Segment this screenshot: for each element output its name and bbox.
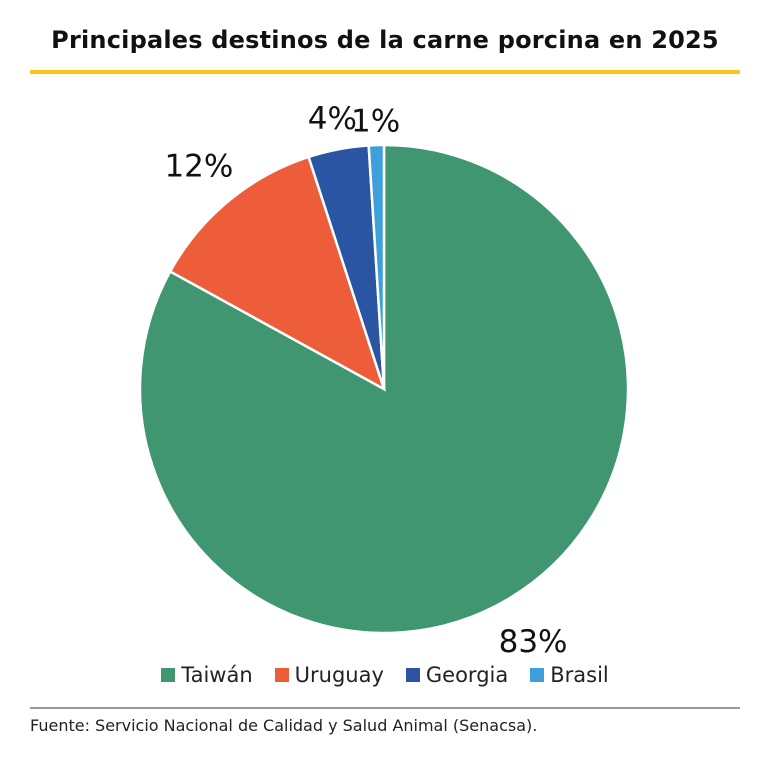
- legend-swatch: [530, 668, 545, 682]
- title-underline: [30, 70, 740, 74]
- legend-label: Brasil: [550, 663, 609, 687]
- legend-label: Georgia: [425, 663, 509, 687]
- data-label: 12%: [164, 148, 233, 184]
- data-label: 1%: [351, 104, 400, 140]
- legend-item: Uruguay: [274, 663, 384, 687]
- data-label: 4%: [308, 101, 357, 137]
- legend-swatch: [274, 668, 289, 682]
- legend-swatch: [161, 668, 176, 682]
- legend-swatch: [405, 668, 420, 682]
- legend-item: Georgia: [405, 663, 509, 687]
- pie-slice-uruguay: [168, 155, 387, 392]
- legend-item: Taiwán: [161, 663, 253, 687]
- pie-chart: 83% 12% 4%1%: [138, 101, 630, 660]
- legend-label: Uruguay: [294, 663, 384, 687]
- legend: Taiwán Uruguay Georgia Brasil: [0, 663, 770, 687]
- data-label: 83%: [499, 624, 568, 660]
- footer-divider: [30, 707, 740, 709]
- chart-title: Principales destinos de la carne porcina…: [51, 26, 719, 54]
- source-note: Fuente: Servicio Nacional de Calidad y S…: [30, 716, 538, 735]
- legend-label: Taiwán: [181, 663, 253, 687]
- pie-slice-brasil: [367, 143, 386, 390]
- legend-item: Brasil: [530, 663, 609, 687]
